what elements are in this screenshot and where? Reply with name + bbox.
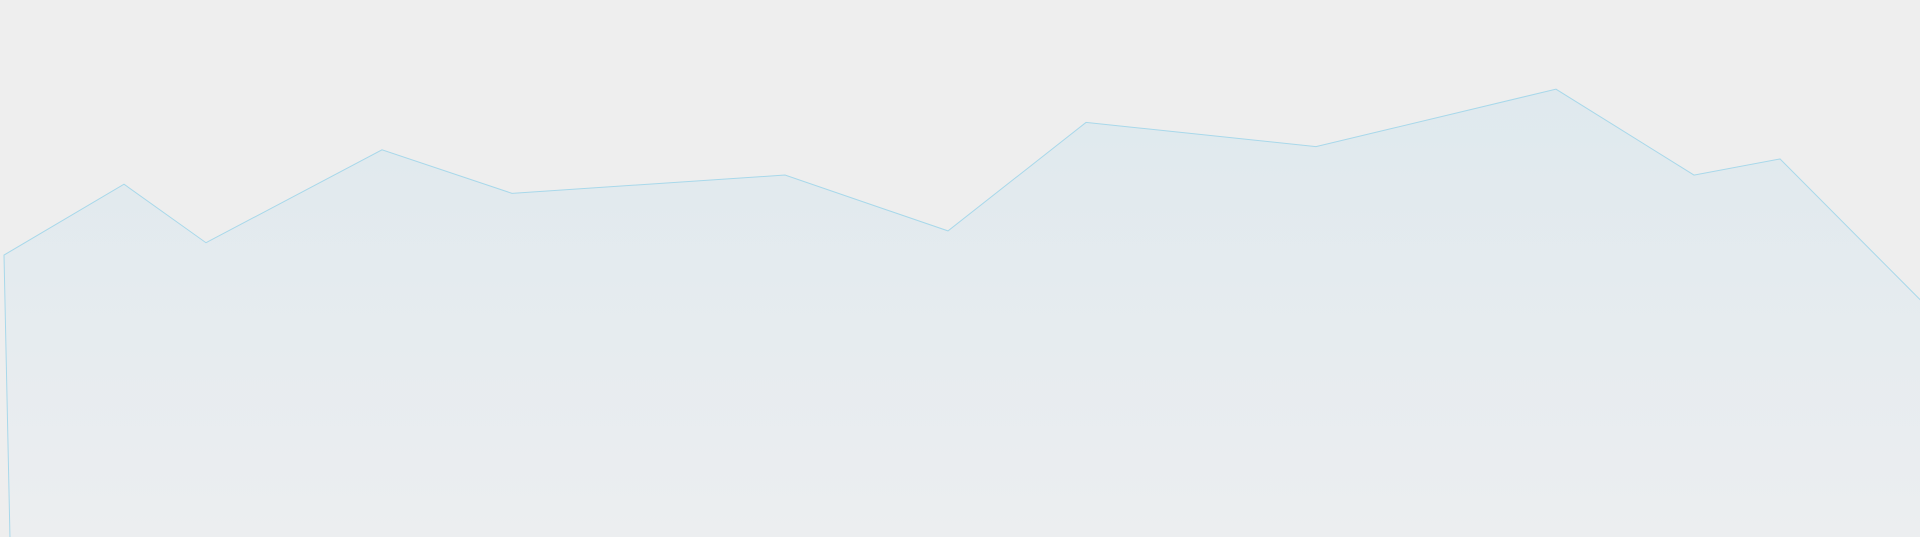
data-point-7 xyxy=(1084,120,1088,124)
data-point-1 xyxy=(122,182,126,186)
plot-area xyxy=(2,87,1920,537)
data-point-10 xyxy=(1692,173,1696,177)
data-point-5 xyxy=(783,173,787,177)
data-point-2 xyxy=(204,241,208,245)
data-point-6 xyxy=(946,229,950,233)
data-point-9 xyxy=(1554,87,1558,91)
data-point-11 xyxy=(1778,157,1782,161)
data-point-3 xyxy=(380,148,384,152)
data-point-8 xyxy=(1314,145,1318,149)
data-point-12 xyxy=(1886,265,1890,269)
data-point-4 xyxy=(510,191,514,195)
series-line xyxy=(3,88,1920,537)
series-area xyxy=(4,89,1920,537)
data-point-0 xyxy=(2,253,6,257)
